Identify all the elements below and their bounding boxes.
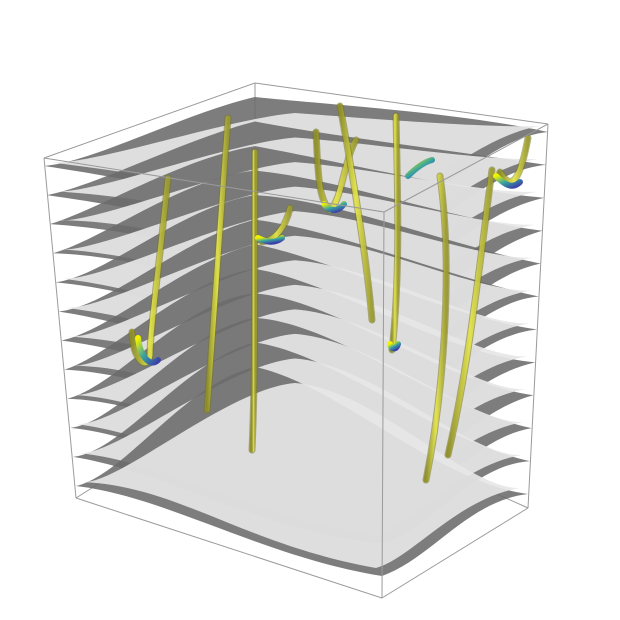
- streamtube-body: [129, 175, 171, 366]
- box-edge: [43, 157, 385, 213]
- box-edge: [381, 211, 385, 599]
- streamtube-body: [204, 115, 231, 413]
- box-edge: [43, 157, 77, 499]
- streamtube-colored-segment: [255, 235, 285, 245]
- box-edge: [43, 82, 256, 159]
- streamtube-body: [423, 173, 449, 483]
- box-edge: [381, 507, 529, 599]
- streamtube: [248, 148, 259, 454]
- bounding-box-front-edges: [43, 82, 549, 599]
- box-edge: [75, 497, 383, 599]
- streamtube-body: [497, 135, 531, 184]
- isosurface-layers: [44, 97, 548, 576]
- isosurface-layer: [76, 367, 528, 576]
- streamtube-colored-segment: [493, 173, 523, 189]
- streamtube: [496, 134, 532, 185]
- streamtube: [128, 174, 172, 367]
- streamtube-body: [249, 149, 258, 453]
- streamtube: [444, 166, 496, 459]
- box-edge: [254, 82, 549, 125]
- streamtube: [422, 172, 450, 484]
- layer-topside: [80, 383, 520, 568]
- streamtube: [336, 102, 376, 324]
- streamtube-colored-segment: [387, 341, 401, 352]
- streamtube: [203, 114, 232, 414]
- streamtube-body: [445, 167, 495, 458]
- box-edge: [527, 123, 549, 509]
- streamtube: [388, 112, 402, 354]
- streamtube-body: [337, 103, 375, 323]
- streamtube-colored-segment: [135, 335, 161, 366]
- streamtube-body: [389, 113, 401, 353]
- streamtubes: [128, 102, 532, 484]
- box-edge: [383, 123, 549, 213]
- streamtube-colored-segment: [405, 157, 435, 179]
